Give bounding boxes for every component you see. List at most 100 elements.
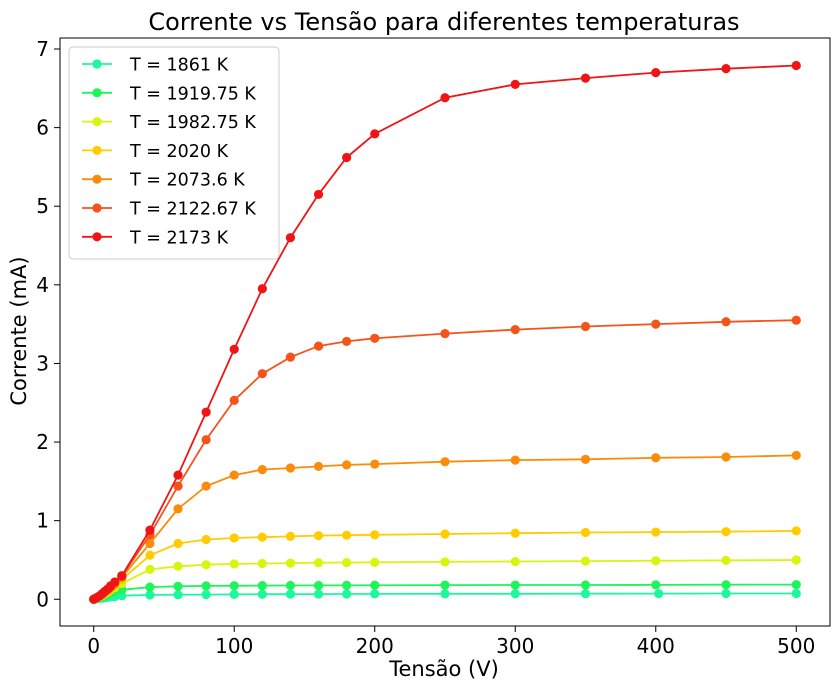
data-point: [510, 589, 520, 599]
x-tick-label: 300: [496, 634, 534, 658]
data-point: [721, 588, 731, 599]
data-point: [440, 529, 450, 539]
y-axis-label: Corrente (mA): [7, 256, 31, 405]
data-point: [721, 317, 731, 327]
data-point: [173, 470, 183, 480]
data-point: [173, 561, 183, 571]
data-point: [110, 577, 120, 587]
legend-item: T = 2020 K: [82, 142, 229, 162]
data-point: [342, 580, 352, 590]
data-point: [145, 590, 155, 600]
y-tick-label: 2: [36, 430, 49, 454]
legend-label: T = 1861 K: [129, 56, 229, 76]
x-tick-label: 400: [637, 634, 675, 658]
legend-item: T = 1919.75 K: [82, 84, 256, 104]
legend-item: T = 2173 K: [82, 228, 229, 248]
data-point: [257, 464, 267, 475]
y-tick-label: 5: [36, 194, 49, 218]
series-7: [89, 60, 801, 604]
data-point: [651, 527, 661, 537]
data-point: [173, 538, 183, 549]
data-point: [791, 588, 801, 599]
data-point: [791, 315, 801, 325]
data-point: [285, 589, 296, 599]
data-point: [201, 581, 211, 591]
data-point: [342, 460, 352, 470]
data-point: [285, 580, 296, 591]
data-point: [651, 556, 661, 566]
data-point: [229, 533, 239, 543]
data-point: [201, 407, 211, 417]
legend-item: T = 2122.67 K: [82, 200, 256, 220]
data-point: [510, 455, 520, 465]
legend-label: T = 2122.67 K: [129, 200, 256, 220]
legend-marker: [92, 88, 102, 98]
data-point: [370, 580, 380, 590]
legend-marker: [92, 232, 102, 242]
data-point: [651, 319, 661, 329]
data-point: [440, 457, 450, 467]
legend-box: [68, 46, 280, 260]
legend-item: T = 2073.6 K: [82, 171, 245, 191]
data-point: [370, 589, 380, 599]
data-point: [257, 532, 267, 542]
legend-label: T = 1982.75 K: [129, 113, 256, 133]
data-point: [510, 79, 520, 89]
legend-marker: [92, 203, 102, 213]
x-tick-label: 500: [777, 634, 815, 658]
data-point: [721, 527, 731, 537]
data-point: [145, 538, 155, 549]
data-point: [229, 395, 239, 405]
data-point: [229, 589, 239, 599]
chart-title: Corrente vs Tensão para diferentes tempe…: [148, 8, 739, 36]
data-point: [173, 590, 183, 600]
x-axis-label: Tensão (V): [388, 657, 499, 681]
data-point: [257, 369, 267, 379]
data-point: [791, 526, 801, 536]
y-tick-label: 1: [36, 509, 49, 533]
y-tick-label: 3: [36, 351, 49, 375]
data-point: [651, 580, 661, 590]
data-point: [313, 530, 324, 541]
data-point: [313, 580, 324, 591]
data-point: [342, 152, 352, 163]
data-point: [440, 328, 450, 339]
data-point: [201, 534, 211, 545]
data-point: [313, 341, 324, 351]
data-point: [173, 504, 183, 514]
data-point: [440, 580, 450, 590]
data-point: [201, 589, 211, 600]
data-point: [342, 589, 352, 599]
x-tick-label: 100: [215, 634, 253, 658]
series-line: [93, 454, 797, 601]
data-point: [229, 344, 239, 354]
data-point: [173, 581, 183, 591]
series-layer: [89, 60, 801, 604]
data-point: [257, 580, 267, 591]
data-point: [313, 558, 324, 568]
data-point: [201, 435, 211, 445]
data-point: [791, 450, 801, 461]
data-point: [285, 233, 296, 243]
legend-marker: [92, 59, 102, 69]
data-point: [285, 352, 296, 362]
data-point: [342, 557, 352, 568]
data-point: [173, 481, 183, 491]
data-point: [580, 589, 591, 599]
data-point: [580, 321, 591, 332]
data-point: [510, 325, 520, 335]
data-point: [370, 530, 380, 540]
data-point: [313, 461, 324, 472]
data-point: [201, 560, 211, 570]
x-tick-label: 200: [356, 634, 394, 658]
y-tick-label: 6: [36, 116, 49, 140]
legend-item: T = 1982.75 K: [82, 113, 256, 133]
data-point: [440, 93, 450, 103]
data-point: [145, 550, 155, 560]
legend-marker: [92, 145, 102, 155]
data-point: [510, 556, 520, 567]
data-point: [440, 557, 450, 567]
data-point: [580, 454, 591, 464]
data-point: [510, 580, 520, 590]
